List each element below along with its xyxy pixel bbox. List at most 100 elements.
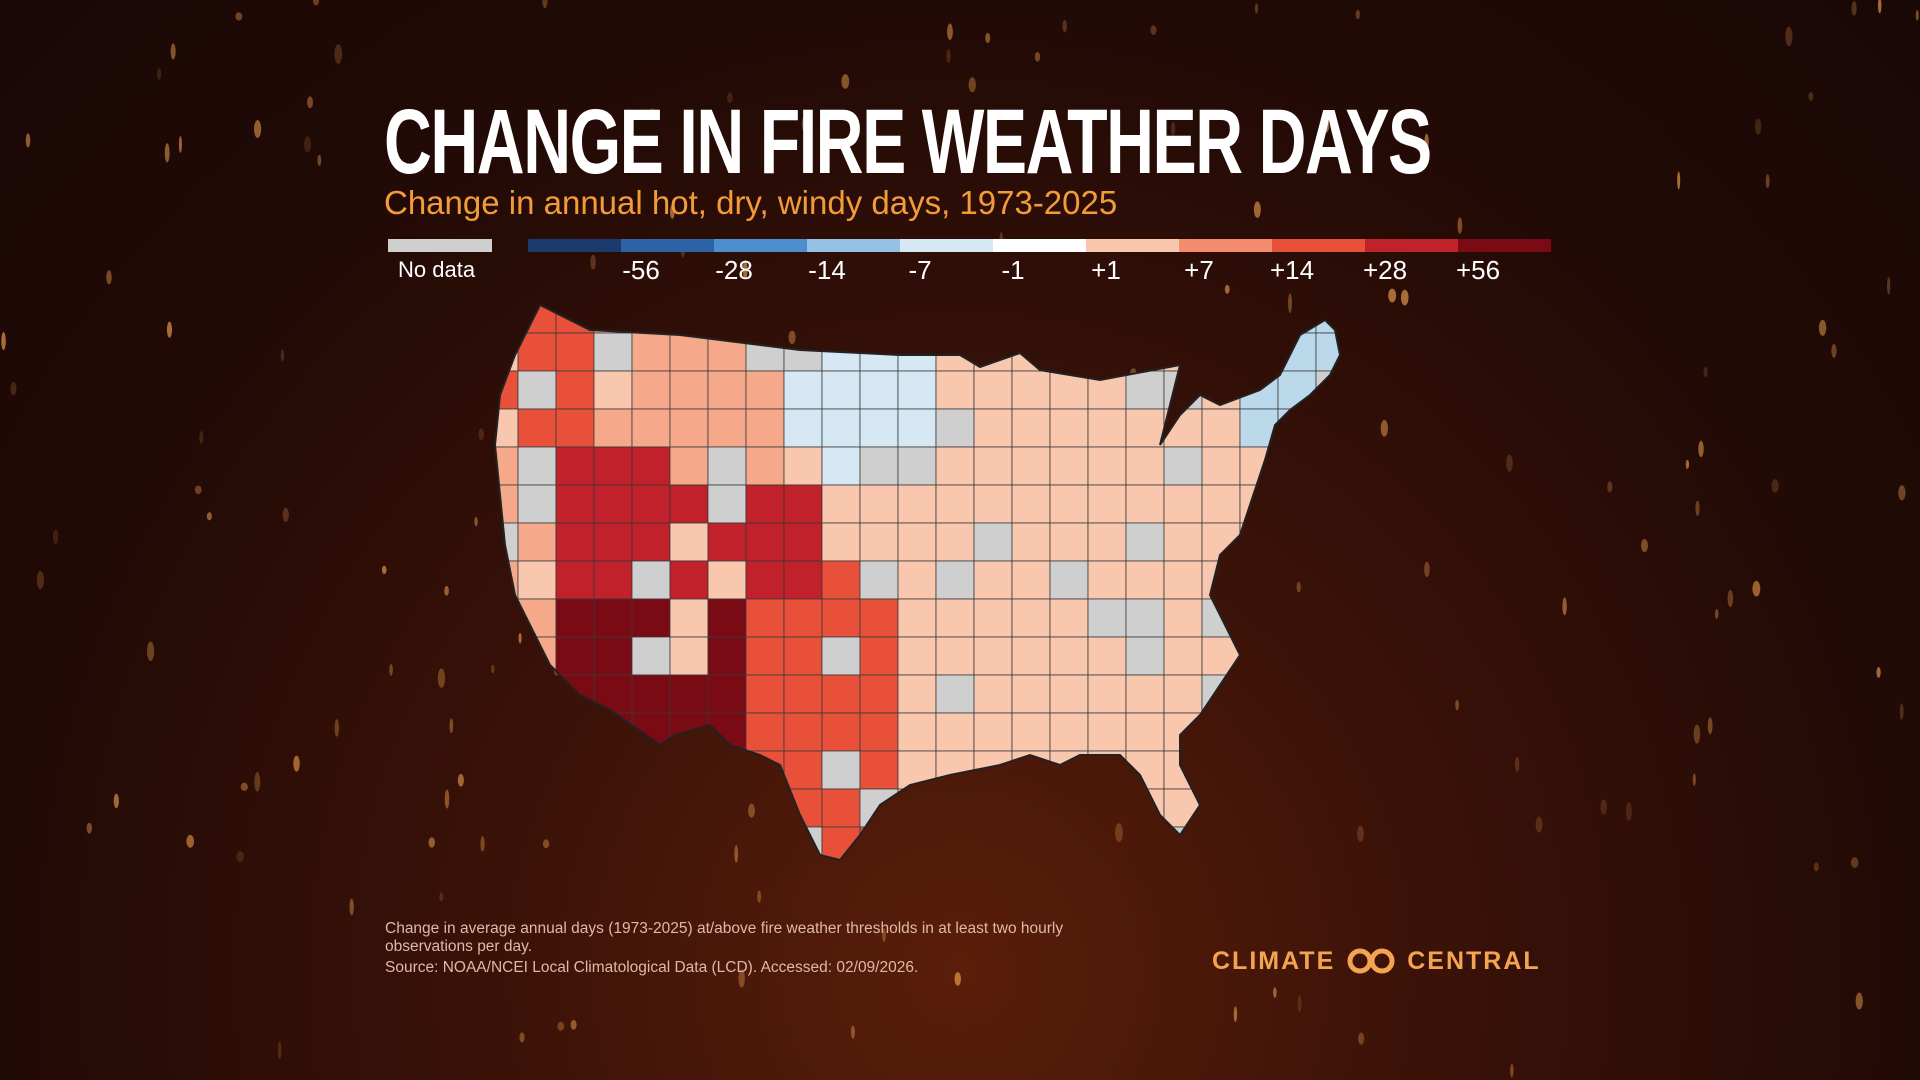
map-cell bbox=[1011, 446, 1051, 486]
color-legend: No data -56 -28 -14 -7 -1 +1 +7 +14 +28 +56 bbox=[388, 237, 1551, 297]
map-cell bbox=[555, 636, 595, 676]
ember bbox=[1288, 293, 1292, 314]
map-cell bbox=[897, 305, 937, 334]
map-cell bbox=[1125, 522, 1165, 562]
map-cell bbox=[1354, 599, 1392, 637]
ember bbox=[106, 270, 112, 285]
map-cell bbox=[1050, 903, 1088, 915]
map-cell bbox=[593, 484, 633, 524]
map-cell bbox=[517, 598, 557, 638]
map-cell bbox=[1240, 903, 1278, 915]
ember bbox=[334, 719, 340, 737]
map-cell bbox=[783, 446, 823, 486]
map-cell bbox=[555, 370, 595, 410]
map-cell bbox=[1277, 712, 1317, 752]
ember bbox=[542, 0, 548, 9]
map-cell bbox=[1201, 332, 1241, 372]
legend-tick: +14 bbox=[1269, 255, 1315, 285]
map-cell bbox=[1087, 305, 1127, 334]
map-cell bbox=[1049, 332, 1089, 372]
ember bbox=[1322, 118, 1330, 133]
map-cell bbox=[1049, 750, 1089, 790]
map-cell bbox=[1125, 788, 1165, 828]
no-data-label: No data bbox=[398, 257, 476, 282]
map-cell bbox=[1239, 750, 1279, 790]
map-cell bbox=[935, 305, 975, 334]
map-cell bbox=[556, 865, 594, 903]
map-cell bbox=[783, 750, 823, 790]
ember bbox=[1850, 857, 1859, 868]
map-cell bbox=[783, 332, 823, 372]
ember bbox=[1915, 9, 1919, 21]
map-cell bbox=[1011, 560, 1051, 600]
map-cell bbox=[1125, 332, 1165, 372]
ember bbox=[1876, 666, 1881, 678]
map-cell bbox=[1201, 370, 1241, 410]
ember bbox=[206, 512, 212, 521]
map-cell bbox=[708, 903, 746, 915]
map-cell bbox=[669, 826, 709, 860]
ember bbox=[1877, 0, 1882, 14]
ember bbox=[334, 44, 343, 64]
ember bbox=[670, 204, 675, 219]
map-cell bbox=[745, 598, 785, 638]
map-cell bbox=[707, 446, 747, 486]
map-cell bbox=[821, 370, 861, 410]
map-cell bbox=[1087, 446, 1127, 486]
map-cell bbox=[1011, 674, 1051, 714]
map-cell bbox=[898, 903, 936, 915]
map-cell bbox=[1011, 332, 1051, 372]
ember bbox=[1813, 862, 1819, 872]
map-cell bbox=[897, 598, 937, 638]
map-cell bbox=[1049, 598, 1089, 638]
map-cell bbox=[1354, 637, 1392, 675]
source-note: Source: NOAA/NCEI Local Climatological D… bbox=[385, 959, 919, 976]
map-cell bbox=[1011, 408, 1051, 448]
map-cell bbox=[631, 826, 671, 860]
map-cell bbox=[821, 674, 861, 714]
map-cell bbox=[707, 826, 747, 860]
map-cell bbox=[1315, 712, 1340, 752]
map-cell bbox=[973, 598, 1013, 638]
map-cell bbox=[1201, 674, 1241, 714]
ember bbox=[240, 782, 248, 791]
map-cell bbox=[669, 446, 709, 486]
legend-bin bbox=[1272, 239, 1365, 252]
map-cell bbox=[1277, 522, 1317, 562]
map-cell bbox=[1125, 598, 1165, 638]
map-cell bbox=[707, 560, 747, 600]
map-cell bbox=[745, 370, 785, 410]
map-cell bbox=[1201, 712, 1241, 752]
map-cell bbox=[1049, 636, 1089, 676]
map-cell bbox=[1011, 636, 1051, 676]
map-cell bbox=[1011, 788, 1051, 828]
map-cell bbox=[1277, 598, 1317, 638]
map-cell bbox=[973, 370, 1013, 410]
ember bbox=[1535, 816, 1543, 833]
ember bbox=[1640, 538, 1648, 552]
map-cell bbox=[555, 826, 595, 860]
map-cell bbox=[822, 865, 860, 903]
map-cell bbox=[669, 522, 709, 562]
map-cell bbox=[1315, 484, 1340, 524]
map-cell bbox=[669, 484, 709, 524]
map-cell bbox=[745, 674, 785, 714]
map-cell bbox=[859, 636, 899, 676]
ember bbox=[1253, 201, 1261, 218]
map-cell bbox=[1315, 560, 1340, 600]
map-cell bbox=[1012, 903, 1050, 915]
map-cell bbox=[1201, 750, 1241, 790]
ember bbox=[312, 0, 320, 6]
map-cell bbox=[1315, 636, 1340, 676]
map-cell bbox=[1049, 788, 1089, 828]
map-cell bbox=[859, 750, 899, 790]
map-cell bbox=[1277, 750, 1317, 790]
map-cell bbox=[1239, 712, 1279, 752]
ember bbox=[590, 254, 596, 270]
map-cell bbox=[1049, 408, 1089, 448]
map-cell bbox=[859, 826, 899, 860]
ember bbox=[542, 839, 550, 849]
map-cell bbox=[495, 598, 519, 638]
map-cell bbox=[1049, 826, 1089, 860]
map-cell bbox=[1201, 305, 1241, 334]
